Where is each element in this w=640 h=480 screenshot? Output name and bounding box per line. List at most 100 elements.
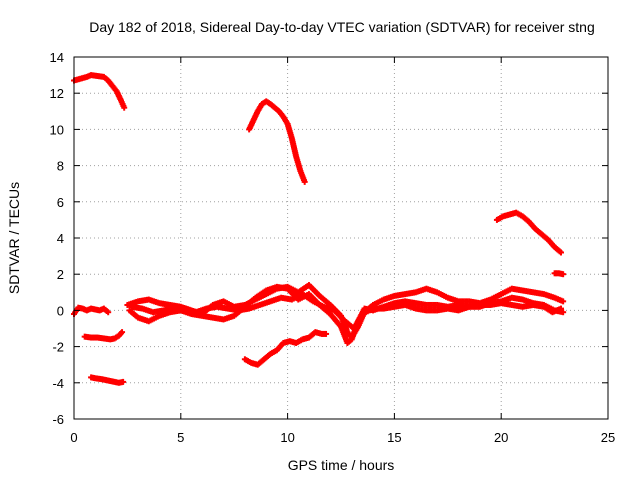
data-point: [545, 236, 552, 243]
data-point: [558, 305, 565, 312]
data-point: [412, 305, 419, 312]
data-point: [145, 296, 152, 303]
data-point: [551, 244, 558, 251]
data-point: [487, 301, 494, 308]
data-point: [256, 301, 263, 308]
data-point: [444, 305, 451, 312]
data-point: [288, 296, 295, 303]
data-point: [286, 338, 293, 345]
data-point: [344, 339, 351, 346]
data-point: [532, 225, 539, 232]
data-point: [246, 305, 253, 312]
data-point: [119, 329, 126, 336]
data-point: [120, 378, 127, 385]
data-point: [350, 325, 357, 332]
grid-lines: [74, 57, 608, 419]
data-point: [466, 303, 473, 310]
data-point: [231, 312, 238, 319]
data-point: [88, 72, 95, 79]
data-point: [250, 117, 257, 124]
x-tick-label: 15: [387, 430, 401, 445]
data-point: [241, 356, 248, 363]
data-point: [263, 98, 270, 105]
data-point: [192, 309, 199, 316]
y-tick-label: 12: [50, 86, 64, 101]
data-point: [111, 335, 118, 342]
data-point: [525, 218, 532, 225]
data-point: [380, 296, 387, 303]
data-point: [150, 309, 157, 316]
data-point: [312, 329, 319, 336]
data-point: [209, 314, 216, 321]
data-point: [156, 300, 163, 307]
data-point: [434, 289, 441, 296]
data-point: [402, 301, 409, 308]
data-point: [412, 300, 419, 307]
data-point: [263, 287, 270, 294]
data-point: [224, 305, 231, 312]
data-point: [558, 249, 565, 256]
data-point: [271, 104, 278, 111]
y-tick-label: -4: [52, 376, 64, 391]
data-point: [310, 298, 317, 305]
data-point: [171, 303, 178, 310]
data-point: [340, 316, 347, 323]
data-point: [267, 298, 274, 305]
data-point: [293, 339, 300, 346]
y-tick-label: -2: [52, 340, 64, 355]
data-point: [109, 82, 116, 89]
data-point: [508, 285, 515, 292]
data-point: [254, 361, 261, 368]
data-point: [254, 108, 261, 115]
data-point: [391, 292, 398, 299]
data-point: [423, 301, 430, 308]
data-point: [199, 312, 206, 319]
data-point: [117, 97, 124, 104]
y-tick-label: 14: [50, 50, 64, 65]
data-point: [203, 305, 210, 312]
data-point: [423, 285, 430, 292]
data-point: [423, 307, 430, 314]
data-point: [92, 375, 99, 382]
data-point: [288, 135, 295, 142]
data-point: [434, 307, 441, 314]
data-point: [305, 334, 312, 341]
data-point: [128, 303, 135, 310]
data-point: [293, 153, 300, 160]
data-point: [301, 178, 308, 185]
data-point: [83, 73, 90, 80]
data-point: [273, 347, 280, 354]
data-point: [455, 307, 462, 314]
data-point: [246, 126, 253, 133]
data-point: [278, 294, 285, 301]
data-point: [94, 73, 101, 80]
data-point: [370, 305, 377, 312]
x-tick-label: 0: [70, 430, 77, 445]
data-point: [100, 305, 107, 312]
y-tick-label: -6: [52, 412, 64, 427]
data-point: [320, 303, 327, 310]
data-point: [182, 305, 189, 312]
data-point: [493, 216, 500, 223]
y-tick-label: 6: [57, 195, 64, 210]
data-point: [338, 323, 344, 330]
data-point: [299, 291, 306, 298]
data-point: [220, 316, 227, 323]
data-point: [88, 334, 95, 341]
y-tick-label: 4: [57, 231, 64, 246]
data-point: [135, 298, 142, 305]
data-point: [284, 285, 291, 292]
y-tick-label: 8: [57, 159, 64, 174]
data-point: [220, 298, 227, 305]
x-tick-label: 10: [280, 430, 294, 445]
data-point: [498, 291, 505, 298]
data-point: [506, 211, 513, 218]
data-point: [519, 287, 526, 294]
data-point: [100, 335, 107, 342]
data-point: [508, 294, 515, 301]
data-point: [145, 318, 152, 325]
data-point: [139, 305, 146, 312]
x-tick-label: 25: [601, 430, 615, 445]
data-point: [96, 307, 103, 314]
